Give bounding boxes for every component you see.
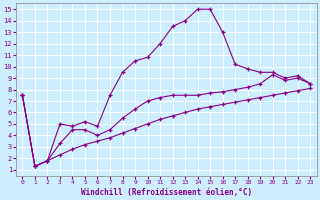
X-axis label: Windchill (Refroidissement éolien,°C): Windchill (Refroidissement éolien,°C) xyxy=(81,188,252,197)
